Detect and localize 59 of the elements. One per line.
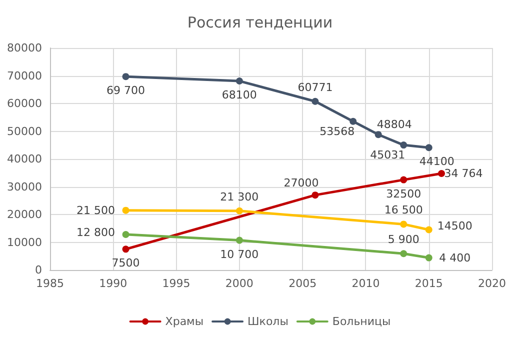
data-label: 48804	[376, 118, 412, 132]
data-label: 21 500	[76, 204, 116, 217]
data-label: 68100	[222, 88, 257, 102]
y-tick-label: 80000	[7, 42, 42, 54]
point	[122, 230, 130, 238]
point	[236, 78, 243, 85]
point	[312, 192, 319, 199]
data-label: 16 500	[384, 204, 423, 217]
point	[122, 206, 130, 214]
data-label: 12 800	[76, 226, 116, 239]
point	[425, 144, 432, 152]
point	[236, 207, 243, 214]
y-tick-label: 30000	[7, 180, 42, 194]
y-tick-label: 50000	[7, 124, 42, 138]
legend-label: Больницы	[332, 315, 391, 328]
y-tick-label: 70000	[7, 69, 42, 82]
point	[400, 220, 408, 228]
y-tick-label: 60000	[7, 97, 42, 110]
point	[312, 98, 319, 105]
y-tick-label: 0	[35, 264, 42, 276]
point	[438, 170, 445, 178]
chart-title: Россия тенденции	[187, 14, 333, 32]
x-tick-label: 1990	[99, 277, 128, 290]
point	[122, 73, 130, 80]
legend-label: Школы	[248, 315, 288, 328]
point	[350, 118, 357, 125]
data-label: 32500	[386, 187, 422, 200]
data-label: 4 400	[439, 251, 471, 264]
x-tick-label: 2010	[352, 277, 380, 290]
legend-label: Храмы	[165, 315, 204, 328]
data-label: 44100	[419, 155, 454, 168]
point	[425, 226, 432, 234]
x-tick-label: 2000	[225, 277, 254, 290]
data-label: 45031	[370, 148, 406, 162]
data-label: 69 700	[106, 84, 146, 98]
point	[374, 131, 382, 138]
data-label: 34 764	[444, 167, 483, 180]
point	[236, 236, 243, 244]
point	[400, 250, 408, 258]
x-tick-label: 1985	[36, 277, 64, 290]
x-tick-label: 2015	[414, 277, 443, 290]
point	[122, 246, 130, 253]
data-label: 53568	[320, 124, 355, 138]
x-tick-label: 1995	[162, 277, 190, 290]
point	[400, 142, 408, 149]
data-label: 10 700	[220, 248, 259, 261]
point	[425, 254, 432, 262]
data-label: 27000	[284, 176, 319, 190]
x-tick-label: 2020	[478, 277, 506, 290]
x-tick-label: 2005	[288, 277, 317, 290]
y-tick-label: 40000	[7, 152, 42, 166]
data-label: 5 900	[388, 233, 420, 246]
y-tick-label: 20000	[7, 208, 42, 221]
point	[400, 176, 408, 184]
data-label: 21 300	[220, 190, 259, 204]
data-label: 7500	[112, 256, 140, 270]
data-label: 60771	[298, 80, 333, 94]
data-label: 14500	[437, 219, 472, 232]
y-tick-label: 10000	[7, 236, 42, 249]
